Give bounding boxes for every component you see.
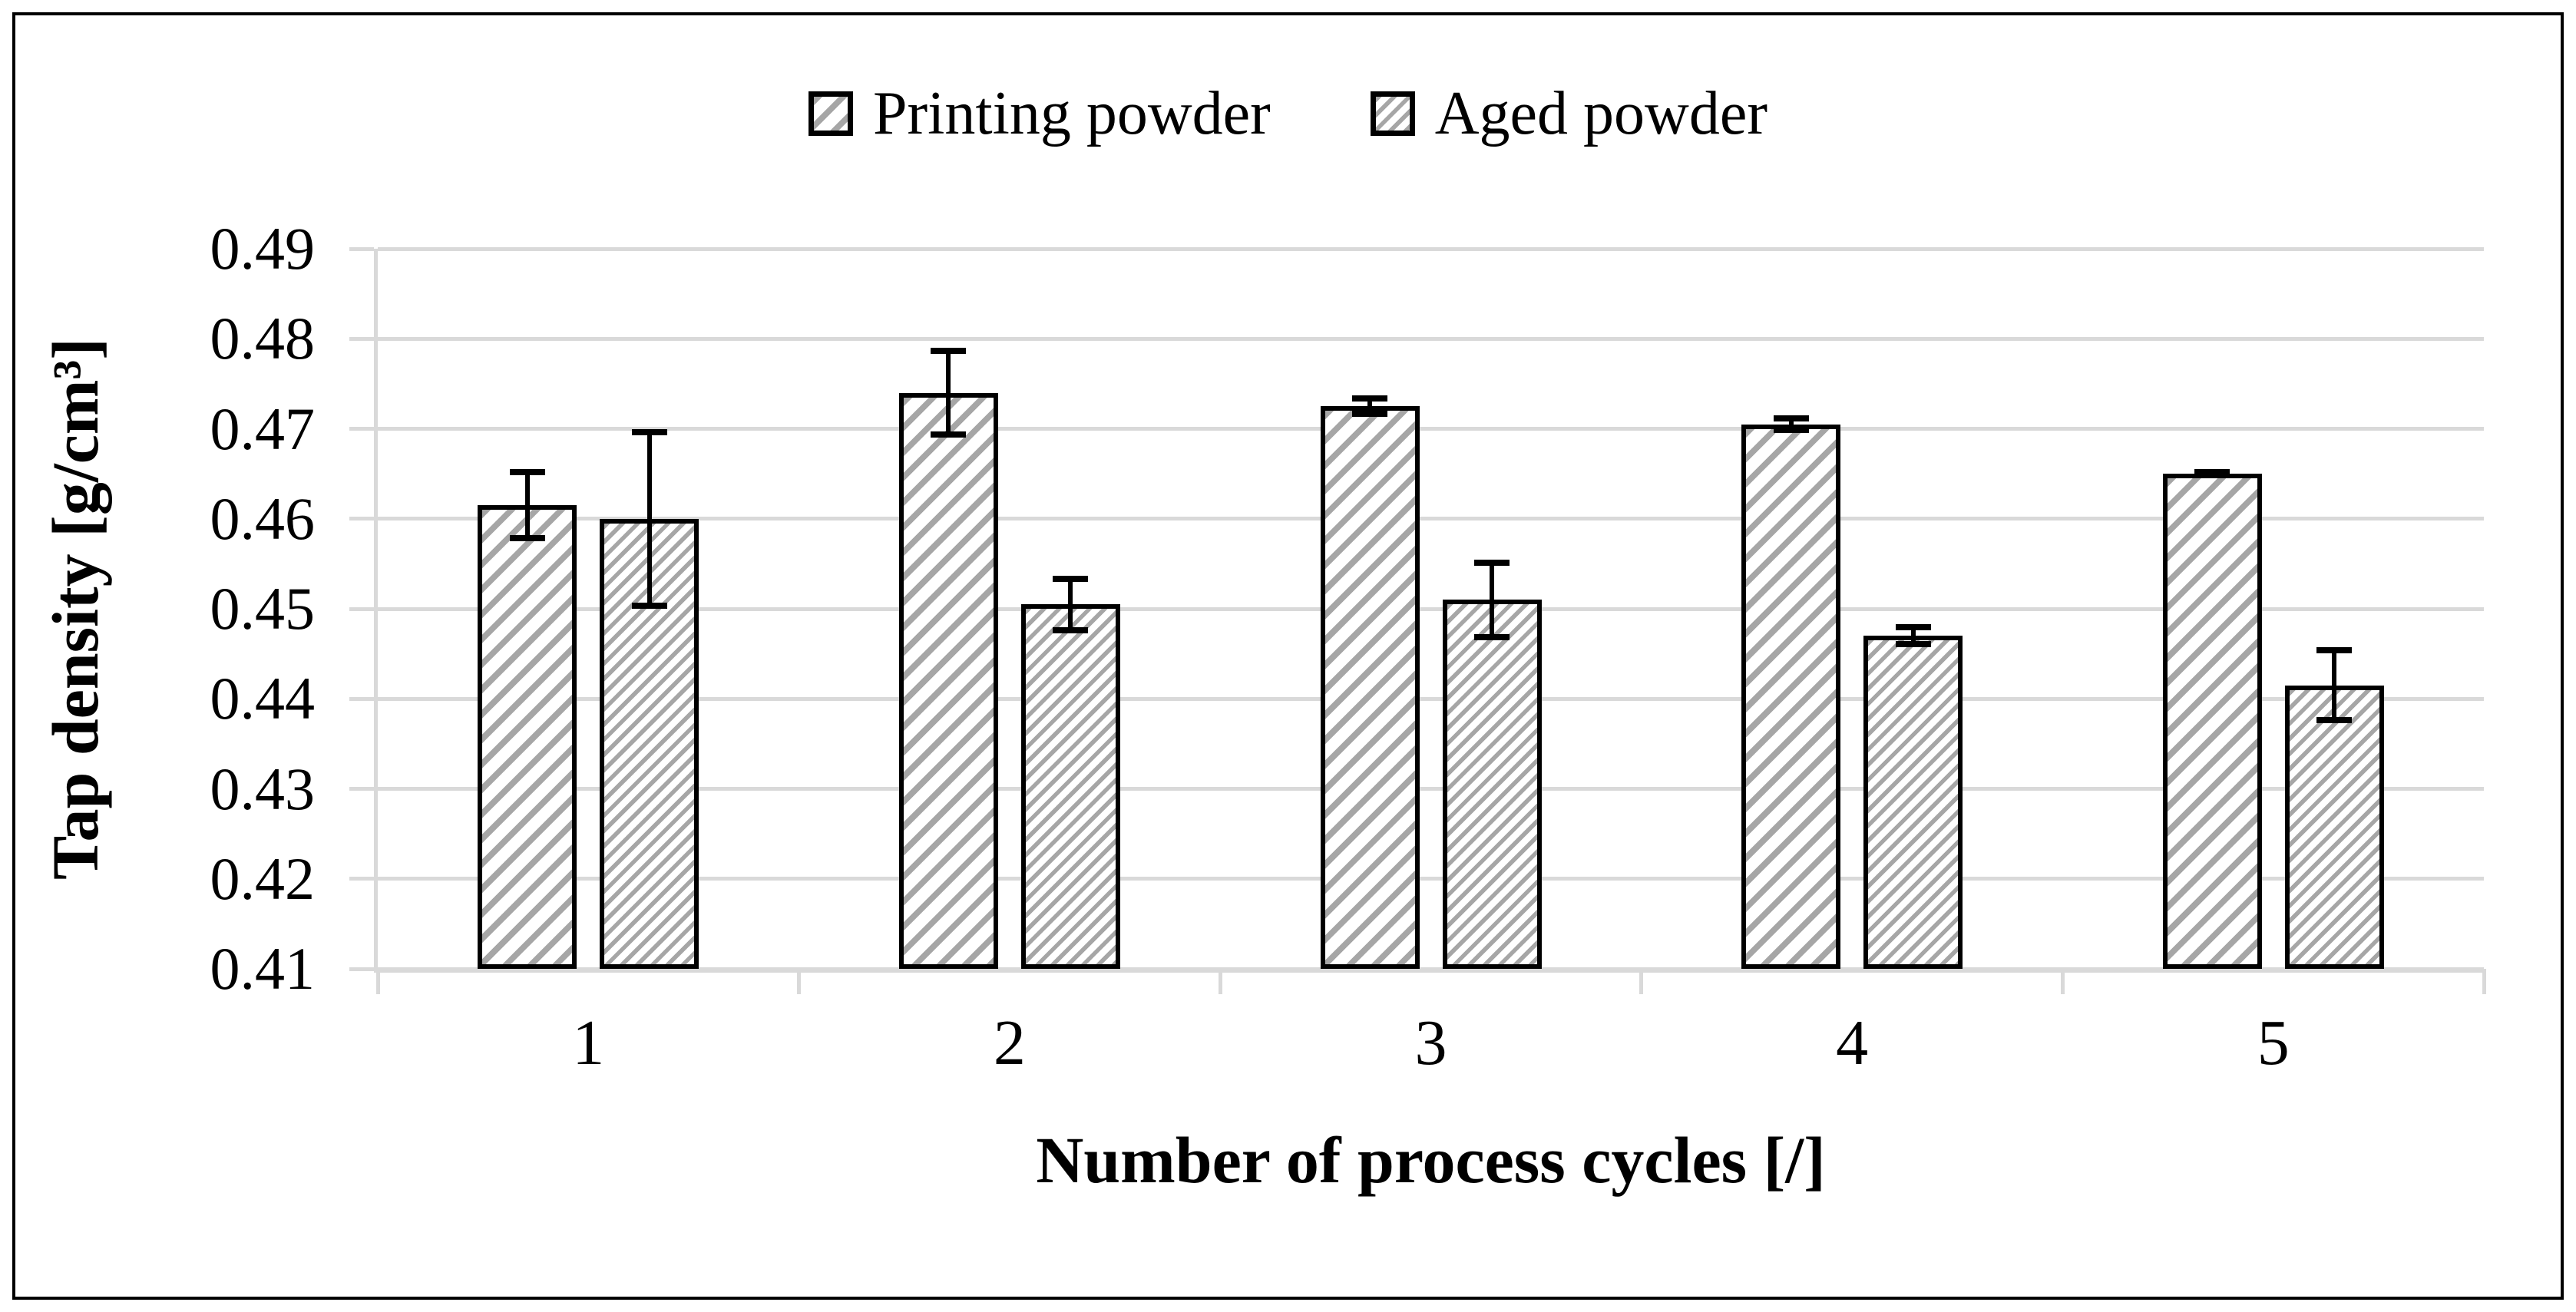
y-tick-label: 0.47 — [210, 395, 316, 462]
legend-label-printing-powder: Printing powder — [873, 80, 1271, 147]
gridline — [378, 787, 2484, 791]
legend-item-printing-powder: Printing powder — [809, 83, 1271, 144]
y-axis-tick — [349, 517, 374, 521]
error-bar-aged-powder-cycle-4 — [1895, 623, 1931, 648]
error-bar-printing-powder-cycle-5 — [2194, 469, 2230, 478]
x-tick-label: 1 — [572, 1007, 605, 1079]
y-tick-label: 0.48 — [210, 305, 316, 372]
error-bar-whisker — [1788, 415, 1794, 434]
error-bar-bottom-cap — [931, 431, 967, 438]
error-bar-bottom-cap — [1053, 626, 1089, 633]
gridline — [378, 336, 2484, 341]
gridline — [378, 606, 2484, 611]
error-bar-whisker — [946, 347, 951, 438]
y-axis-tick — [349, 246, 374, 251]
y-tick-label: 0.49 — [210, 215, 316, 282]
error-bar-bottom-cap — [509, 535, 545, 542]
aged-powder-swatch-icon — [1370, 91, 1415, 136]
bar-printing-powder-cycle-5 — [2162, 474, 2262, 969]
x-tick-label: 3 — [1414, 1007, 1447, 1079]
bar-aged-powder-cycle-5 — [2284, 685, 2384, 969]
error-bar-whisker — [2332, 647, 2337, 723]
error-bar-top-cap — [509, 469, 545, 476]
x-axis-tick — [2482, 969, 2486, 994]
error-bar-bottom-cap — [2194, 471, 2230, 478]
legend-item-aged-powder: Aged powder — [1370, 80, 1767, 147]
error-bar-top-cap — [1474, 559, 1510, 566]
error-bar-bottom-cap — [1895, 641, 1931, 648]
gridline — [378, 517, 2484, 521]
bar-aged-powder-cycle-3 — [1442, 600, 1542, 969]
x-tick-label: 4 — [1836, 1007, 1869, 1079]
error-bar-top-cap — [1053, 575, 1089, 582]
error-bar-bottom-cap — [1474, 634, 1510, 641]
bar-printing-powder-cycle-1 — [478, 505, 577, 969]
y-tick-label: 0.43 — [210, 755, 316, 822]
error-bar-printing-powder-cycle-3 — [1352, 395, 1387, 418]
y-axis-tick — [349, 336, 374, 341]
error-bar-bottom-cap — [631, 603, 667, 609]
y-tick-label: 0.42 — [210, 844, 316, 912]
error-bar-aged-powder-cycle-1 — [631, 428, 667, 609]
error-bar-bottom-cap — [2316, 716, 2353, 723]
y-axis-tick — [349, 967, 374, 971]
error-bar-top-cap — [1773, 415, 1809, 421]
error-bar-top-cap — [1895, 623, 1931, 630]
error-bar-aged-powder-cycle-2 — [1053, 575, 1089, 633]
y-axis-tick — [349, 606, 374, 611]
error-bar-bottom-cap — [1352, 411, 1387, 418]
y-tick-label: 0.41 — [210, 935, 316, 1002]
error-bar-top-cap — [2316, 647, 2353, 654]
error-bar-aged-powder-cycle-5 — [2316, 647, 2353, 723]
x-axis-tick — [1639, 969, 1644, 994]
bar-printing-powder-cycle-4 — [1741, 424, 1841, 969]
error-bar-printing-powder-cycle-4 — [1773, 415, 1809, 434]
y-axis-tick — [349, 877, 374, 881]
error-bar-whisker — [1068, 575, 1073, 633]
error-bar-aged-powder-cycle-3 — [1474, 559, 1510, 641]
error-bar-whisker — [646, 428, 652, 609]
x-axis-tick — [1218, 969, 1222, 994]
gridline — [378, 877, 2484, 881]
x-axis-tick — [797, 969, 802, 994]
error-bar-bottom-cap — [1773, 427, 1809, 434]
error-bar-printing-powder-cycle-1 — [509, 469, 545, 542]
bar-aged-powder-cycle-2 — [1020, 604, 1120, 969]
x-axis-tick — [2060, 969, 2065, 994]
legend-label-aged-powder: Aged powder — [1434, 80, 1767, 147]
error-bar-top-cap — [631, 428, 667, 435]
gridline — [378, 696, 2484, 701]
x-axis-line — [378, 968, 2484, 973]
gridline — [378, 246, 2484, 251]
x-tick-label: 2 — [993, 1007, 1026, 1079]
y-axis-line — [374, 249, 378, 973]
y-tick-label: 0.45 — [210, 575, 316, 642]
bar-aged-powder-cycle-4 — [1863, 636, 1963, 969]
error-bar-whisker — [1367, 395, 1372, 418]
bar-printing-powder-cycle-2 — [898, 392, 998, 969]
bar-printing-powder-cycle-3 — [1320, 406, 1420, 969]
legend: Printing powder Aged powder — [0, 83, 2576, 144]
error-bar-top-cap — [931, 347, 967, 354]
y-tick-label: 0.44 — [210, 665, 316, 732]
error-bar-whisker — [1910, 623, 1916, 648]
error-bar-whisker — [1490, 559, 1494, 641]
printing-powder-swatch-icon — [809, 91, 854, 136]
gridline — [378, 427, 2484, 431]
y-tick-label: 0.46 — [210, 484, 316, 552]
y-axis-tick — [349, 696, 374, 701]
y-axis-tick — [349, 787, 374, 791]
error-bar-printing-powder-cycle-2 — [931, 347, 967, 438]
y-axis-tick — [349, 427, 374, 431]
x-axis-title: Number of process cycles [/] — [1036, 1123, 1826, 1197]
error-bar-whisker — [524, 469, 530, 542]
error-bar-top-cap — [1352, 395, 1387, 402]
x-axis-tick — [375, 969, 380, 994]
plot-area — [349, 246, 2486, 994]
x-tick-label: 5 — [2257, 1007, 2290, 1079]
